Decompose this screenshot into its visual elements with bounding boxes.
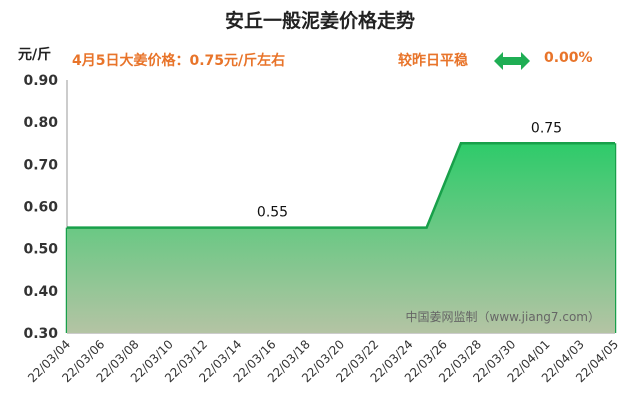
- y-tick-label: 0.30: [23, 326, 58, 342]
- data-labels: 0.55 0.75: [257, 120, 562, 220]
- change-percent: 0.00%: [544, 50, 593, 66]
- price-line: [67, 142, 615, 229]
- chart-title: 安丘一般泥姜价格走势: [224, 10, 415, 32]
- y-tick-label: 0.50: [23, 242, 58, 258]
- y-axis-unit-label: 元/斤: [18, 47, 52, 63]
- left-right-arrow-icon: [494, 52, 530, 70]
- watermark: 中国姜网监制（www.jiang7.com）: [406, 309, 600, 324]
- y-tick-label: 0.40: [23, 284, 58, 300]
- y-tick-label: 0.90: [23, 73, 58, 89]
- data-label: 0.55: [257, 205, 288, 221]
- area-fill: [67, 143, 615, 333]
- compare-text: 较昨日平稳: [398, 53, 468, 69]
- y-tick-label: 0.70: [23, 157, 58, 173]
- y-tick-label: 0.80: [23, 115, 58, 131]
- y-tick-label: 0.60: [23, 200, 58, 216]
- price-note: 4月5日大姜价格：0.75元/斤左右: [72, 53, 286, 69]
- data-label: 0.75: [531, 120, 562, 136]
